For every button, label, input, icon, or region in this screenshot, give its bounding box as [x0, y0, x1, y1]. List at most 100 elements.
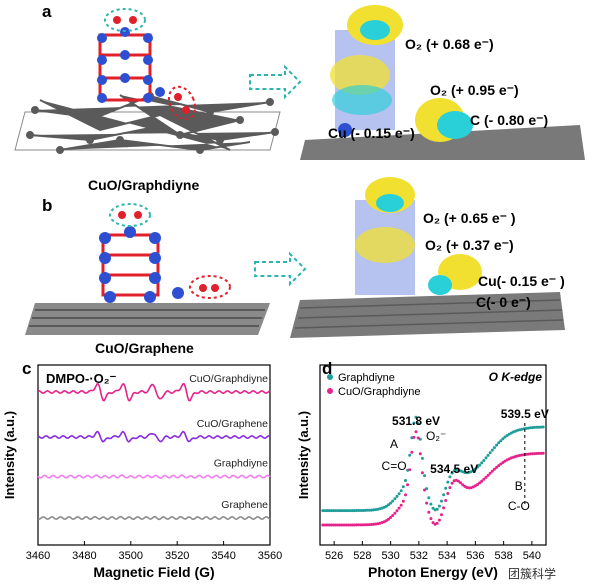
annotation-a-o2-top: O₂ (+ 0.68 e⁻): [405, 36, 494, 52]
data-point-d: [444, 499, 448, 502]
data-point-d: [476, 483, 479, 486]
data-point-d: [492, 446, 496, 450]
data-point-d: [351, 523, 354, 527]
data-point-d: [329, 523, 333, 527]
structure-illustrations: [14, 5, 585, 338]
data-point-d: [497, 441, 501, 445]
annotation-b-o2-top: O₂ (+ 0.65 e⁻ ): [423, 210, 516, 226]
data-point-d: [357, 509, 361, 512]
data-point-d: [331, 509, 335, 513]
panel-label-b: b: [42, 196, 53, 215]
data-point-d: [391, 499, 395, 503]
data-point-d: [336, 509, 340, 513]
data-point-d: [537, 451, 541, 455]
annotation-a-o2-side: O₂ (+ 0.95 e⁻): [430, 82, 519, 98]
annotation-d: 531.8 eV: [392, 414, 440, 428]
data-point-d: [459, 481, 462, 485]
data-point-d: [478, 481, 482, 485]
data-point-d: [404, 493, 407, 497]
graphene-sheet-left: [25, 303, 270, 335]
data-point-d: [323, 523, 327, 527]
data-point-d: [387, 503, 390, 507]
data-point-d: [450, 471, 454, 475]
data-point-d: [429, 502, 433, 506]
plot-frame-d: [319, 364, 547, 546]
data-point-d: [359, 523, 363, 527]
x-tick-label-d: 526: [325, 550, 343, 562]
data-point-d: [499, 462, 503, 466]
data-point-d: [391, 514, 395, 517]
annotation-d: 539.5 eV: [501, 407, 549, 421]
legend-marker-d: [327, 374, 333, 380]
data-point-d: [355, 509, 359, 512]
data-point-d: [427, 496, 431, 500]
x-tick-label-d: 540: [523, 550, 541, 562]
data-point-d: [412, 421, 416, 425]
data-point-d: [387, 517, 390, 521]
data-point-d: [499, 439, 503, 443]
data-point-d: [503, 435, 507, 439]
data-point-d: [389, 501, 393, 505]
data-point-d: [427, 510, 431, 514]
data-point-d: [414, 430, 418, 434]
data-point-d: [480, 461, 484, 465]
data-point-d: [355, 523, 359, 527]
data-point-d: [423, 488, 426, 492]
data-point-d: [442, 493, 446, 497]
data-point-d: [397, 506, 401, 510]
data-point-d: [482, 477, 486, 481]
data-point-d: [404, 479, 407, 482]
y-axis-label-c: Intensity (a.u.): [2, 411, 17, 499]
data-point-d: [346, 509, 350, 513]
data-point-d: [329, 509, 333, 513]
data-point-d: [410, 450, 414, 454]
data-point-d: [492, 467, 496, 471]
data-point-d: [431, 506, 435, 510]
series-line-c: [37, 515, 271, 521]
epr-chart: 3460 3480 3500 3520 3540 3560 Magnetic Field (…: [2, 364, 282, 580]
caption-a: CuO/Graphdiyne: [88, 177, 200, 193]
data-point-d: [435, 507, 439, 511]
data-point-d: [395, 494, 399, 498]
data-point-d: [344, 509, 348, 513]
legend-label-d: CuO/Graphdiyne: [338, 386, 421, 398]
data-point-d: [348, 509, 352, 513]
data-point-d: [420, 456, 424, 460]
x-tick-label-d: 534: [438, 550, 456, 562]
data-point-d: [448, 475, 452, 479]
data-point-d: [537, 425, 541, 429]
data-point-d: [393, 497, 397, 501]
data-point-d: [393, 511, 397, 515]
data-point-d: [406, 483, 410, 487]
data-point-d: [469, 470, 473, 474]
legend-marker-d: [327, 388, 333, 394]
data-point-d: [473, 467, 477, 471]
panel-label-d: d: [322, 359, 333, 378]
data-point-d: [399, 503, 403, 507]
data-point-d: [351, 509, 354, 513]
annotation-d: B: [515, 479, 523, 493]
annotation-a-cu: Cu (- 0.15 e⁻): [328, 125, 415, 141]
data-point-d: [442, 506, 446, 510]
data-point-d: [446, 492, 450, 495]
data-point-d: [501, 437, 505, 441]
annotation-b-o2-side: O₂ (+ 0.37 e⁻): [425, 237, 514, 253]
data-point-d: [503, 459, 507, 463]
data-point-d: [446, 480, 450, 484]
data-point-d: [395, 509, 399, 513]
chart-title-c: DMPO-·O₂⁻: [46, 371, 117, 386]
data-point-d: [423, 474, 426, 478]
data-point-d: [490, 448, 494, 452]
data-point-d: [461, 483, 465, 487]
x-tick-label-c: 3540: [211, 550, 235, 562]
series-label-c: Graphdiyne: [214, 458, 268, 470]
data-point-d: [348, 523, 352, 527]
charge-density-a: [300, 5, 585, 160]
annotation-b-cu: Cu(- 0.15 e⁻ ): [478, 273, 565, 289]
x-tick-label-d: 538: [494, 550, 512, 562]
data-point-d: [425, 501, 429, 505]
data-point-d: [346, 523, 350, 527]
data-point-d: [414, 415, 418, 419]
series-label-c: CuO/Graphene: [197, 418, 268, 430]
series-label-c: CuO/Graphdiyne: [189, 373, 268, 385]
